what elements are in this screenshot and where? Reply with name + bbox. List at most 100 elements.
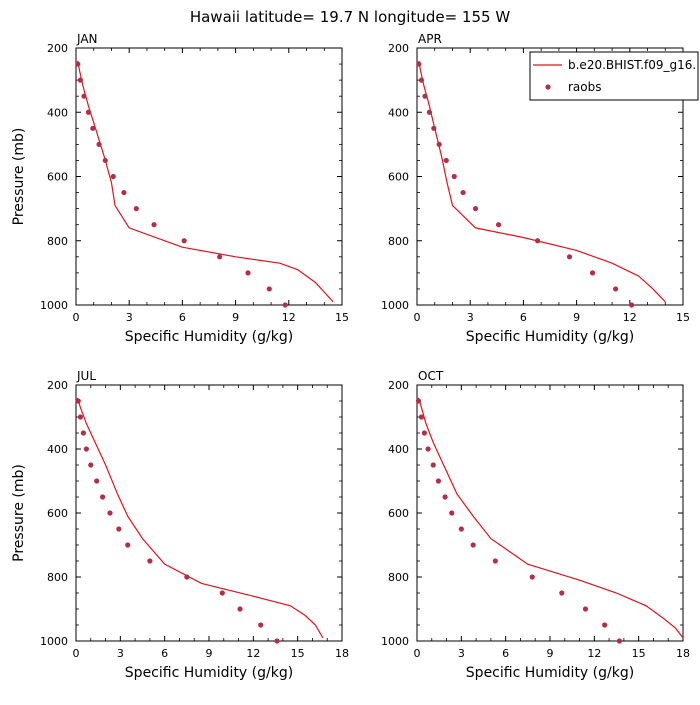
raobs-point — [77, 77, 84, 83]
x-tick-label: 12 — [246, 647, 260, 660]
raobs-point — [443, 157, 449, 164]
x-axis-label: Specific Humidity (g/kg) — [125, 665, 293, 681]
series-line-model — [417, 397, 684, 639]
raobs-point — [422, 93, 428, 99]
raobs-point — [458, 526, 464, 532]
y-axis-label: Pressure (mb) — [11, 128, 27, 226]
y-tick-label: 400 — [47, 443, 68, 456]
legend-box — [529, 51, 699, 101]
y-tick-label: 200 — [47, 42, 68, 55]
x-tick-label: 3 — [117, 647, 124, 660]
raobs-point — [237, 606, 243, 612]
raobs-point — [147, 558, 153, 564]
raobs-point — [110, 173, 116, 180]
legend: b.e20.BHIST.f09_g16.raobs — [529, 51, 699, 101]
raobs-point — [451, 173, 457, 180]
x-tick-label: 0 — [414, 311, 421, 324]
y-tick-label: 1000 — [381, 299, 409, 312]
raobs-point — [460, 189, 466, 196]
raobs-point — [133, 206, 139, 212]
y-tick-label: 1000 — [40, 299, 68, 312]
x-tick-label: 9 — [547, 647, 554, 660]
y-tick-label: 1000 — [40, 635, 68, 648]
raobs-point — [81, 93, 87, 99]
x-tick-label: 3 — [458, 647, 465, 660]
raobs-point — [529, 574, 535, 580]
y-tick-label: 800 — [388, 235, 409, 248]
raobs-point — [217, 254, 223, 260]
plot-frame — [416, 384, 684, 642]
x-tick-label: 0 — [73, 647, 80, 660]
raobs-point — [616, 638, 623, 644]
raobs-point — [77, 414, 84, 420]
y-tick-label: 600 — [47, 507, 68, 520]
panel-jul: JUL 0 3 6 9 12 15 18 200 400 600 800 1000 Specific Hu… — [11, 369, 349, 681]
raobs-point — [415, 398, 422, 404]
raobs-point — [495, 222, 502, 228]
panel-title: JUL — [76, 369, 96, 383]
y-tick-label: 400 — [388, 443, 409, 456]
raobs-point — [430, 462, 436, 468]
raobs-point — [94, 478, 100, 484]
x-tick-label: 0 — [414, 647, 421, 660]
panel-title: APR — [418, 32, 442, 46]
y-tick-label: 800 — [388, 571, 409, 584]
x-tick-label: 6 — [502, 647, 509, 660]
raobs-point — [151, 222, 157, 228]
panel-jan: JAN 0 3 6 9 12 15 200 400 600 800 1000 Specific Humi… — [11, 32, 349, 345]
raobs-point — [184, 574, 190, 580]
raobs-point — [100, 494, 106, 500]
x-tick-label: 15 — [632, 647, 646, 660]
y-tick-label: 600 — [47, 171, 68, 184]
raobs-point — [435, 478, 442, 484]
y-tick-label: 200 — [47, 379, 68, 392]
raobs-point — [436, 141, 442, 147]
raobs-point — [83, 446, 89, 452]
x-tick-label: 15 — [335, 311, 349, 324]
x-tick-label: 12 — [587, 647, 601, 660]
raobs-point — [107, 510, 113, 516]
raobs-point — [449, 510, 455, 516]
x-axis-label: Specific Humidity (g/kg) — [466, 329, 634, 345]
x-tick-label: 12 — [282, 311, 296, 324]
y-tick-label: 600 — [388, 171, 409, 184]
x-axis-label: Specific Humidity (g/kg) — [466, 665, 634, 681]
raobs-point — [75, 61, 81, 67]
raobs-point — [566, 254, 573, 260]
raobs-point — [418, 77, 425, 83]
series-line-model — [76, 397, 324, 639]
y-tick-label: 400 — [388, 106, 409, 119]
raobs-point — [425, 446, 431, 452]
raobs-point — [472, 206, 479, 212]
y-tick-label: 800 — [47, 235, 68, 248]
raobs-point — [245, 270, 251, 276]
x-tick-label: 9 — [206, 647, 213, 660]
x-tick-label: 18 — [676, 647, 690, 660]
x-tick-label: 3 — [126, 311, 133, 324]
x-tick-label: 0 — [73, 311, 80, 324]
raobs-point — [421, 430, 427, 436]
legend-marker-swatch — [545, 84, 551, 90]
x-tick-label: 12 — [623, 311, 637, 324]
panel-title: OCT — [418, 369, 444, 383]
raobs-point — [431, 125, 437, 131]
raobs-point — [559, 590, 565, 596]
panel-title: JAN — [76, 32, 98, 46]
raobs-point — [582, 606, 589, 612]
legend-label-raobs: raobs — [568, 80, 602, 94]
raobs-point — [102, 157, 108, 164]
x-tick-label: 15 — [676, 311, 690, 324]
raobs-point — [470, 542, 476, 548]
raobs-point — [80, 430, 86, 436]
series-line-model — [418, 60, 666, 303]
raobs-point — [274, 638, 280, 644]
raobs-point — [416, 61, 422, 67]
raobs-point — [258, 622, 264, 628]
y-tick-label: 600 — [388, 507, 409, 520]
raobs-point — [85, 109, 92, 115]
raobs-point — [282, 302, 288, 308]
raobs-point — [418, 414, 425, 420]
x-tick-label: 6 — [161, 647, 168, 660]
